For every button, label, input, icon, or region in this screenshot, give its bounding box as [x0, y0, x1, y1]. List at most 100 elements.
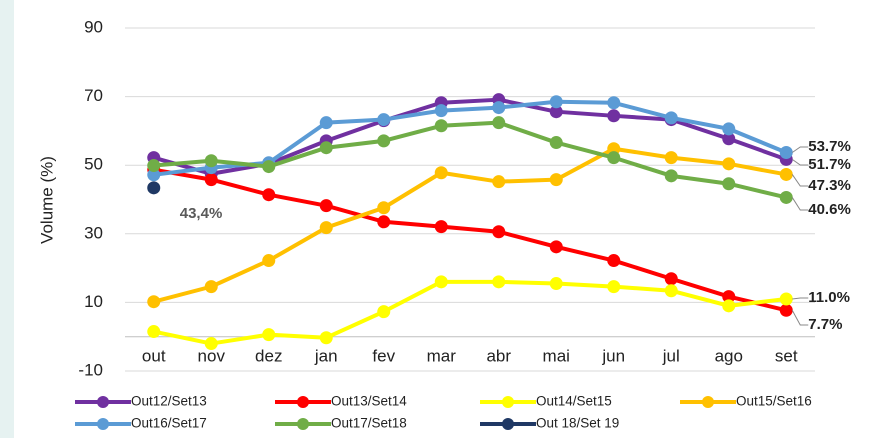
value-label: 7.7%: [808, 316, 842, 333]
point: [492, 116, 506, 130]
point: [779, 292, 793, 306]
y-tick-label: 50: [84, 155, 103, 174]
point: [607, 280, 621, 294]
value-label: 40.6%: [808, 201, 851, 218]
point: [319, 199, 333, 213]
point: [607, 142, 621, 156]
legend-label: Out15/Set16: [736, 394, 812, 409]
point: [319, 116, 333, 130]
point: [434, 119, 448, 133]
point: [377, 305, 391, 319]
series-line: [153, 279, 787, 346]
point: [779, 167, 793, 181]
point: [779, 303, 793, 317]
series-line: [153, 146, 787, 304]
y-tick-label: 10: [84, 292, 103, 311]
point: [607, 254, 621, 268]
point: [262, 254, 276, 268]
x-tick-label: jun: [601, 346, 625, 365]
point: [549, 105, 563, 119]
point: [262, 160, 276, 174]
point: [607, 96, 621, 110]
point: [434, 166, 448, 180]
legend-label: Out 18/Set 19: [536, 416, 619, 431]
point: [607, 109, 621, 123]
point: [434, 104, 448, 118]
point: [549, 277, 563, 291]
point: [147, 181, 161, 195]
point: [319, 331, 333, 345]
value-label: 53.7%: [808, 138, 851, 155]
point: [722, 122, 736, 136]
point: [607, 151, 621, 165]
point: [262, 188, 276, 202]
point: [492, 101, 506, 115]
legend-marker: [297, 418, 309, 430]
legend-marker: [702, 396, 714, 408]
point: [492, 225, 506, 239]
side-strip: [0, 0, 14, 438]
point: [377, 201, 391, 215]
x-tick-label: out: [142, 346, 166, 365]
leader-line: [791, 158, 809, 166]
x-tick-label: set: [775, 346, 798, 365]
leader-line: [792, 297, 809, 300]
leader-line: [791, 197, 809, 211]
leader-line: [791, 146, 809, 153]
point: [779, 146, 793, 160]
series-line: [153, 167, 787, 313]
legend-label: Out17/Set18: [331, 416, 407, 431]
x-tick-label: mar: [427, 346, 457, 365]
legend-marker: [502, 418, 514, 430]
point: [549, 173, 563, 187]
y-axis-label: Volume (%): [37, 156, 56, 244]
point: [204, 280, 218, 294]
legend-marker: [502, 396, 514, 408]
point: [549, 240, 563, 254]
point: [434, 220, 448, 234]
value-label: 47.3%: [808, 177, 851, 194]
point: [722, 299, 736, 313]
point: [377, 113, 391, 127]
point: [319, 141, 333, 155]
point: [377, 134, 391, 148]
point: [664, 169, 678, 183]
point: [434, 275, 448, 289]
leader-line: [791, 174, 809, 187]
value-label: 11.0%: [808, 289, 850, 306]
legend-label: Out16/Set17: [131, 416, 207, 431]
point: [549, 136, 563, 150]
point: [722, 177, 736, 191]
point: [204, 337, 218, 351]
x-tick-label: nov: [198, 346, 226, 365]
point: [204, 154, 218, 168]
point: [319, 221, 333, 235]
y-tick-label: -10: [78, 360, 103, 379]
x-tick-label: ago: [715, 346, 743, 365]
leader-line: [791, 310, 809, 326]
x-tick-label: jan: [314, 346, 338, 365]
legend-label: Out12/Set13: [131, 394, 207, 409]
point: [549, 95, 563, 109]
point: [722, 290, 736, 304]
y-tick-label: 30: [84, 223, 103, 242]
x-tick-label: jul: [662, 346, 680, 365]
y-tick-label: 90: [84, 17, 103, 36]
point: [492, 175, 506, 189]
point: [722, 132, 736, 146]
value-label: 43,4%: [180, 205, 223, 222]
legend-marker: [97, 396, 109, 408]
point: [262, 328, 276, 342]
point: [147, 159, 161, 173]
value-label: 51.7%: [808, 156, 851, 173]
point: [492, 275, 506, 289]
y-tick-label: 70: [84, 86, 103, 105]
x-tick-label: mai: [543, 346, 570, 365]
point: [664, 272, 678, 286]
point: [722, 157, 736, 171]
legend-marker: [297, 396, 309, 408]
point: [377, 215, 391, 229]
legend-label: Out13/Set14: [331, 394, 407, 409]
